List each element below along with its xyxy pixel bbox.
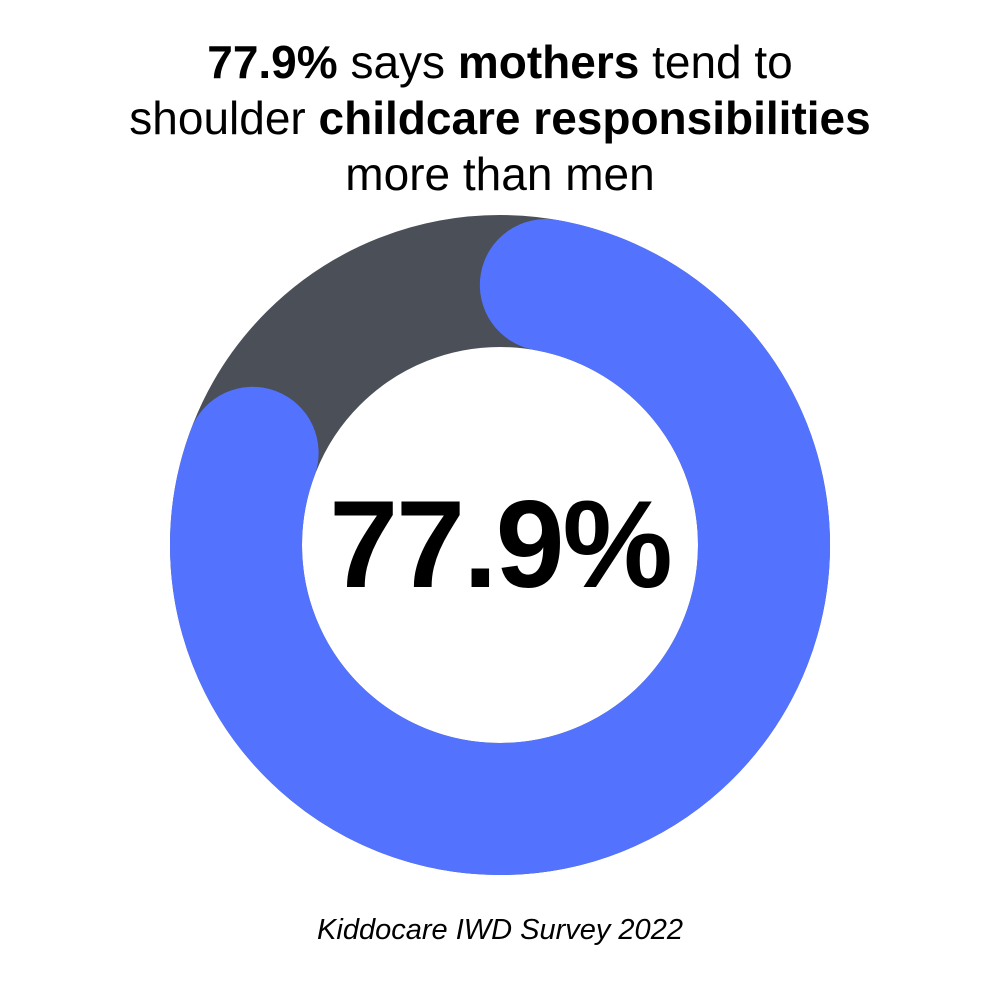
chart-title: 77.9% says mothers tend to shoulder chil… bbox=[0, 34, 1000, 202]
title-percent-bold: 77.9% bbox=[207, 36, 338, 88]
title-line-1: 77.9% says mothers tend to bbox=[0, 34, 1000, 90]
center-value-label: 77.9% bbox=[329, 476, 673, 614]
donut-slice-main bbox=[170, 219, 830, 875]
title-mothers-bold: mothers bbox=[457, 36, 640, 88]
title-childcare-bold: childcare responsibilities bbox=[318, 92, 871, 144]
donut-group bbox=[170, 215, 830, 875]
source-caption: Kiddocare IWD Survey 2022 bbox=[317, 914, 683, 946]
title-text-shoulder: shoulder bbox=[129, 92, 319, 144]
title-text-more-than-men: more than men bbox=[345, 148, 655, 200]
title-text-tend-to: tend to bbox=[639, 36, 793, 88]
title-text-says: says bbox=[337, 36, 458, 88]
title-line-3: more than men bbox=[0, 146, 1000, 202]
title-line-2: shoulder childcare responsibilities bbox=[0, 90, 1000, 146]
